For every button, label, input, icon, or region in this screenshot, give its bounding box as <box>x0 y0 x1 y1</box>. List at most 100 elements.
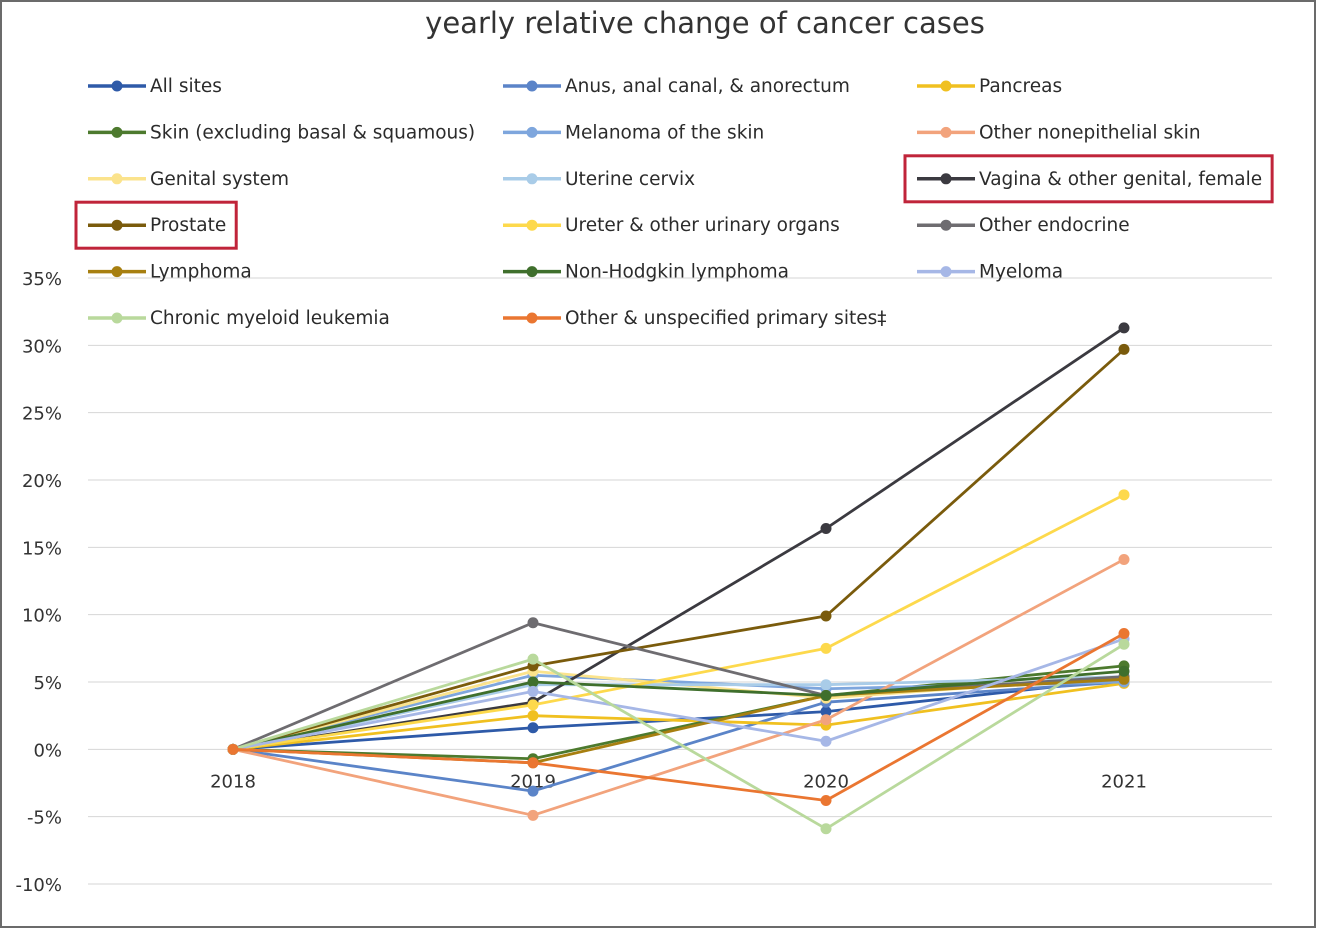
legend-swatch-marker <box>526 173 538 185</box>
y-tick-label: 20% <box>22 471 62 492</box>
legend-label: Vagina & other genital, female <box>979 169 1262 190</box>
data-point <box>820 706 832 718</box>
legend-swatch-marker <box>940 126 952 138</box>
data-point <box>527 809 539 821</box>
data-point <box>527 617 539 629</box>
legend-item: Chronic myeloid leukemia <box>88 308 390 329</box>
y-tick-label: 35% <box>22 269 62 290</box>
data-point <box>820 679 832 691</box>
series-lines <box>227 322 1130 835</box>
data-point <box>1118 628 1130 640</box>
legend-label: Non-Hodgkin lymphoma <box>565 262 789 283</box>
legend-item: Other nonepithelial skin <box>917 122 1201 143</box>
legend-label: Pancreas <box>979 76 1062 97</box>
legend-label: Chronic myeloid leukemia <box>150 308 390 329</box>
legend-swatch-marker <box>526 312 538 324</box>
y-tick-label: 30% <box>22 336 62 357</box>
legend-label: Prostate <box>150 215 226 236</box>
series-line <box>232 669 1125 751</box>
y-tick-label: 10% <box>22 606 62 627</box>
data-point <box>527 685 539 697</box>
y-axis-ticks: 35% 30% 25% 20% 15% 10% 5% 0% -5% -10% <box>15 269 62 896</box>
series-line <box>232 681 1125 751</box>
data-point <box>527 757 539 769</box>
legend-swatch-marker <box>940 219 952 231</box>
legend-label: Skin (excluding basal & squamous) <box>150 122 475 143</box>
data-point <box>820 689 832 701</box>
series-other-unspecified-primary-sites <box>227 628 1130 807</box>
legend-item: Uterine cervix <box>503 169 695 190</box>
y-tick-label: -10% <box>15 875 62 896</box>
legend-label: Anus, anal canal, & anorectum <box>565 76 850 97</box>
data-point <box>527 699 539 711</box>
legend-item: Genital system <box>88 169 289 190</box>
x-tick-label: 2018 <box>210 771 256 792</box>
legend-swatch-marker <box>111 126 123 138</box>
legend-swatch-marker <box>526 219 538 231</box>
y-tick-label: 25% <box>22 404 62 425</box>
legend-item: Ureter & other urinary organs <box>503 215 840 236</box>
legend-swatch-marker <box>526 126 538 138</box>
legend-swatch-marker <box>940 80 952 92</box>
y-tick-label: 0% <box>33 740 62 761</box>
legend-label: Other nonepithelial skin <box>979 122 1201 143</box>
data-point <box>820 522 832 534</box>
legend-item: Anus, anal canal, & anorectum <box>503 76 850 97</box>
legend-item: Other endocrine <box>917 215 1130 236</box>
data-point <box>1118 638 1130 650</box>
data-point <box>820 610 832 622</box>
legend-label: Ureter & other urinary organs <box>565 215 840 236</box>
legend-item: All sites <box>88 76 222 97</box>
legend-label: Melanoma of the skin <box>565 122 764 143</box>
legend-item: Myeloma <box>917 262 1063 283</box>
legend-label: Myeloma <box>979 262 1063 283</box>
legend-item: Melanoma of the skin <box>503 122 764 143</box>
data-point <box>820 714 832 726</box>
data-point <box>527 785 539 797</box>
data-point <box>820 642 832 654</box>
legend-item: Prostate <box>88 215 226 236</box>
series-line <box>232 348 1125 751</box>
legend-swatch-marker <box>940 266 952 278</box>
legend-item: Vagina & other genital, female <box>917 169 1262 190</box>
legend-item: Non-Hodgkin lymphoma <box>503 262 789 283</box>
legend-item: Lymphoma <box>88 262 252 283</box>
series-line <box>232 493 1125 751</box>
legend-label: Other & unspecified primary sites‡ <box>565 308 886 329</box>
data-point <box>820 823 832 835</box>
data-point <box>1118 343 1130 355</box>
legend-label: Uterine cervix <box>565 169 695 190</box>
series-line <box>232 680 1125 793</box>
data-point <box>820 735 832 747</box>
data-point <box>527 710 539 722</box>
data-point <box>820 795 832 807</box>
legend: All sites Anus, anal canal, & anorectum Pa… <box>74 76 1274 329</box>
legend-swatch-marker <box>940 173 952 185</box>
y-tick-label: -5% <box>27 808 62 829</box>
legend-swatch-marker <box>111 266 123 278</box>
gridlines <box>88 277 1272 885</box>
legend-item: Pancreas <box>917 76 1062 97</box>
legend-swatch-marker <box>111 312 123 324</box>
legend-label: Lymphoma <box>150 262 252 283</box>
legend-label: Genital system <box>150 169 289 190</box>
data-point <box>227 743 239 755</box>
data-point <box>1118 553 1130 565</box>
legend-label: Other endocrine <box>979 215 1130 236</box>
legend-highlight-box <box>903 154 1274 204</box>
legend-item: Other & unspecified primary sites‡ <box>503 308 886 329</box>
series-line <box>232 637 1125 751</box>
data-point <box>1118 322 1130 334</box>
x-tick-label: 2021 <box>1101 771 1147 792</box>
data-point <box>527 676 539 688</box>
legend-swatch-marker <box>111 173 123 185</box>
legend-item: Skin (excluding basal & squamous) <box>88 122 475 143</box>
data-point <box>1118 673 1130 685</box>
data-point <box>527 653 539 665</box>
legend-swatch-marker <box>111 80 123 92</box>
legend-swatch-marker <box>526 266 538 278</box>
legend-swatch-marker <box>111 219 123 231</box>
series-line <box>232 643 1125 831</box>
legend-label: All sites <box>150 76 222 97</box>
